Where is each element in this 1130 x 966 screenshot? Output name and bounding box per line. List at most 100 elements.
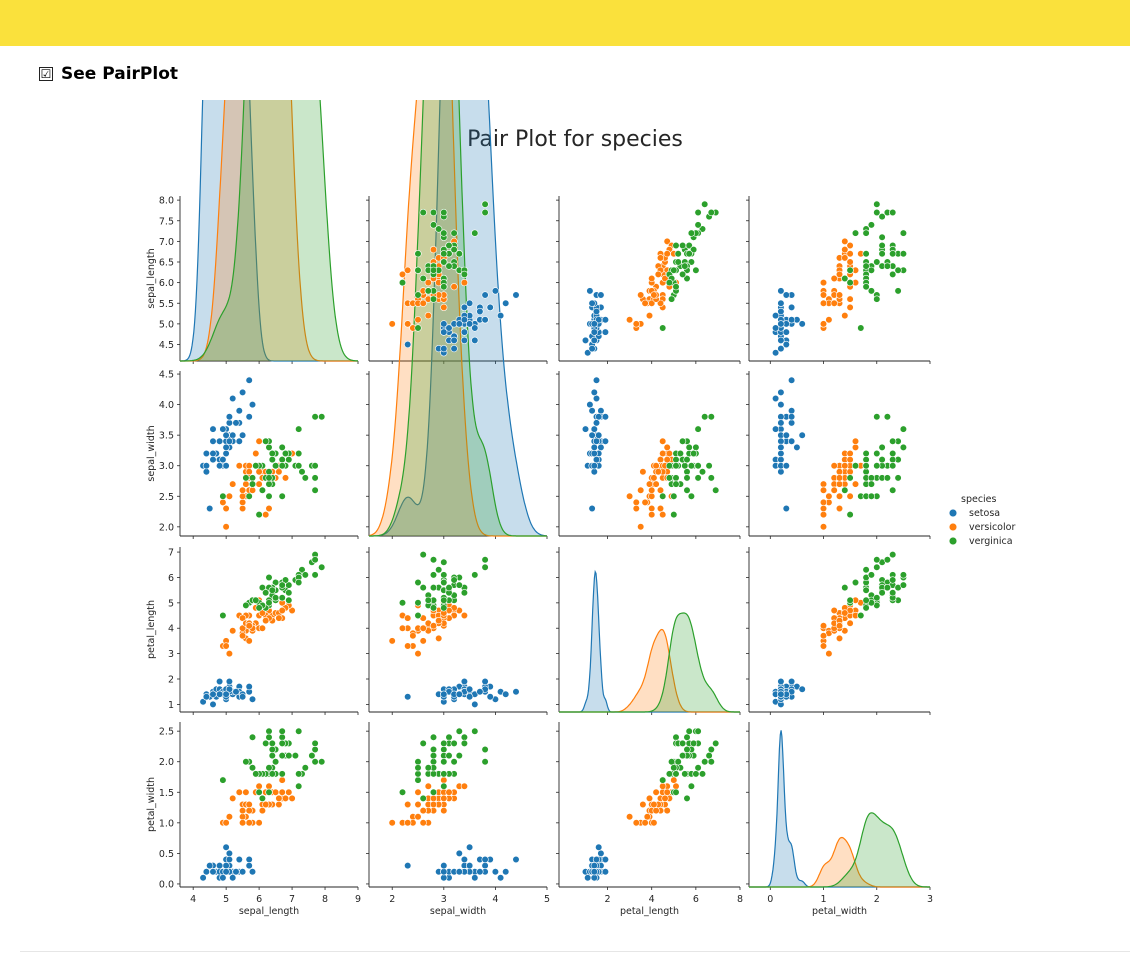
- scatter-point-setosa: [232, 688, 240, 696]
- scatter-point-verginica: [670, 266, 678, 274]
- scatter-point-verginica: [440, 258, 448, 266]
- scatter-point-verginica: [862, 566, 870, 574]
- scatter-point-versicolor: [225, 649, 233, 658]
- scatter-point-setosa: [404, 861, 412, 870]
- scatter-point-setosa: [466, 299, 474, 307]
- scatter-point-setosa: [777, 419, 785, 427]
- scatter-point-verginica: [862, 462, 870, 470]
- y-tick-label: 3.5: [159, 431, 174, 442]
- scatter-point-versicolor: [419, 637, 427, 645]
- scatter-point-versicolor: [663, 806, 671, 815]
- scatter-point-verginica: [883, 262, 892, 270]
- scatter-point-verginica: [429, 556, 438, 564]
- scatter-point-versicolor: [841, 312, 849, 320]
- scatter-point-setosa: [222, 861, 230, 870]
- scatter-point-verginica: [889, 589, 897, 597]
- scatter-point-verginica: [889, 250, 897, 258]
- scatter-point-verginica: [429, 604, 438, 612]
- scatter-point-versicolor: [239, 614, 247, 622]
- scatter-point-versicolor: [846, 241, 854, 250]
- scatter-point-verginica: [429, 745, 438, 754]
- scatter-point-verginica: [440, 770, 448, 778]
- scatter-point-verginica: [429, 758, 438, 766]
- scatter-point-versicolor: [388, 320, 396, 328]
- scatter-point-versicolor: [648, 486, 656, 494]
- scatter-point-setosa: [588, 345, 596, 353]
- scatter-point-verginica: [248, 764, 257, 772]
- scatter-point-verginica: [419, 551, 427, 559]
- scatter-point-verginica: [429, 788, 438, 796]
- scatter-point-verginica: [281, 576, 290, 584]
- scatter-point-verginica: [272, 462, 280, 470]
- scatter-point-versicolor: [275, 800, 283, 809]
- scatter-point-versicolor: [632, 819, 640, 827]
- legend-marker-verginica: [948, 536, 958, 546]
- scatter-point-verginica: [265, 573, 273, 582]
- scatter-point-setosa: [440, 328, 448, 336]
- y-tick-label: 6.5: [159, 258, 174, 269]
- scatter-point-verginica: [429, 221, 438, 229]
- scatter-point-verginica: [659, 492, 667, 500]
- scatter-point-setosa: [248, 868, 257, 876]
- scatter-point-verginica: [311, 413, 319, 421]
- scatter-point-setosa: [471, 324, 479, 332]
- scatter-point-setosa: [590, 868, 598, 876]
- kde-line-verginica: [749, 812, 930, 888]
- scatter-point-setosa: [466, 693, 474, 701]
- scatter-point-setosa: [512, 688, 520, 696]
- scatter-point-verginica: [701, 200, 709, 208]
- scatter-point-verginica: [481, 200, 489, 208]
- scatter-point-setosa: [590, 462, 598, 470]
- scatter-point-setosa: [581, 336, 590, 344]
- scatter-point-verginica: [258, 794, 267, 803]
- scatter-point-setosa: [481, 677, 489, 686]
- scatter-point-setosa: [787, 407, 796, 415]
- scatter-point-setosa: [209, 456, 217, 464]
- scatter-point-setosa: [595, 413, 603, 421]
- scatter-point-setosa: [222, 462, 230, 470]
- scatter-point-versicolor: [229, 627, 237, 635]
- scatter-point-verginica: [424, 596, 432, 604]
- scatter-point-verginica: [681, 770, 689, 778]
- scatter-point-verginica: [873, 556, 881, 564]
- scatter-point-versicolor: [672, 782, 680, 790]
- scatter-point-setosa: [777, 468, 785, 476]
- scatter-point-verginica: [683, 468, 691, 476]
- scatter-point-verginica: [698, 770, 707, 778]
- scatter-point-setosa: [225, 419, 233, 427]
- scatter-point-versicolor: [239, 806, 247, 815]
- scatter-point-setosa: [245, 376, 253, 384]
- scatter-point-verginica: [455, 727, 463, 735]
- scatter-point-verginica: [285, 596, 293, 604]
- scatter-point-versicolor: [835, 634, 844, 643]
- scatter-point-setosa: [592, 394, 601, 403]
- scatter-point-verginica: [429, 571, 438, 579]
- scatter-point-verginica: [308, 751, 316, 760]
- scatter-point-versicolor: [819, 632, 828, 640]
- scatter-point-verginica: [707, 208, 715, 217]
- scatter-point-verginica: [311, 745, 319, 754]
- x-tick-label: 3: [441, 894, 447, 905]
- scatter-point-verginica: [252, 596, 260, 604]
- scatter-point-verginica: [414, 599, 422, 607]
- see-pairplot-checkbox[interactable]: ☑ See PairPlot: [39, 64, 178, 84]
- scatter-point-verginica: [445, 733, 453, 741]
- scatter-point-verginica: [701, 758, 709, 766]
- scatter-point-versicolor: [841, 609, 849, 617]
- scatter-point-verginica: [674, 258, 682, 266]
- scatter-point-setosa: [466, 320, 474, 328]
- kde-area-verginica: [559, 613, 740, 712]
- divider: [20, 951, 1130, 952]
- scatter-point-setosa: [440, 861, 448, 870]
- scatter-point-setosa: [590, 874, 598, 882]
- y-axis-label: sepal_length: [146, 248, 157, 308]
- scatter-point-versicolor: [851, 437, 860, 445]
- scatter-point-verginica: [694, 474, 702, 482]
- scatter-point-verginica: [429, 266, 438, 274]
- y-tick-label: 4.5: [159, 370, 174, 381]
- scatter-point-verginica: [687, 229, 696, 237]
- scatter-point-versicolor: [388, 637, 396, 645]
- checkbox-checked-icon[interactable]: ☑: [39, 67, 53, 81]
- scatter-point-versicolor: [245, 622, 253, 630]
- scatter-point-verginica: [398, 279, 407, 287]
